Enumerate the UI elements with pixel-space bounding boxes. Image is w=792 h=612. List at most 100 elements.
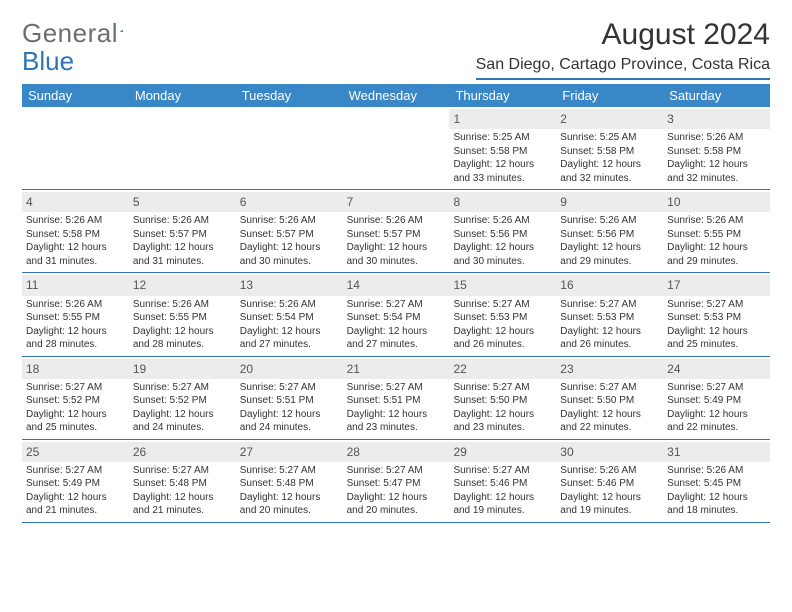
day-number: 21 (343, 359, 450, 379)
day-number: 28 (343, 442, 450, 462)
day-number: 3 (663, 109, 770, 129)
day-number: 13 (236, 275, 343, 295)
day-info: Sunrise: 5:26 AMSunset: 5:58 PMDaylight:… (667, 131, 766, 185)
day-info: Sunrise: 5:26 AMSunset: 5:55 PMDaylight:… (667, 214, 766, 268)
day-info: Sunrise: 5:27 AMSunset: 5:48 PMDaylight:… (133, 464, 232, 518)
day-cell: 22Sunrise: 5:27 AMSunset: 5:50 PMDayligh… (449, 357, 556, 439)
day-number: 6 (236, 192, 343, 212)
day-cell: 6Sunrise: 5:26 AMSunset: 5:57 PMDaylight… (236, 190, 343, 272)
day-info: Sunrise: 5:27 AMSunset: 5:51 PMDaylight:… (240, 381, 339, 435)
day-cell: 31Sunrise: 5:26 AMSunset: 5:45 PMDayligh… (663, 440, 770, 522)
day-number: 25 (22, 442, 129, 462)
day-number: 14 (343, 275, 450, 295)
day-info: Sunrise: 5:26 AMSunset: 5:57 PMDaylight:… (347, 214, 446, 268)
day-number: 26 (129, 442, 236, 462)
day-info: Sunrise: 5:27 AMSunset: 5:53 PMDaylight:… (560, 298, 659, 352)
day-number: 9 (556, 192, 663, 212)
day-cell: 29Sunrise: 5:27 AMSunset: 5:46 PMDayligh… (449, 440, 556, 522)
day-info: Sunrise: 5:26 AMSunset: 5:55 PMDaylight:… (26, 298, 125, 352)
day-number: 23 (556, 359, 663, 379)
calendar-grid: SundayMondayTuesdayWednesdayThursdayFrid… (22, 84, 770, 523)
day-cell: 20Sunrise: 5:27 AMSunset: 5:51 PMDayligh… (236, 357, 343, 439)
day-number: 8 (449, 192, 556, 212)
day-number: 2 (556, 109, 663, 129)
day-number: 30 (556, 442, 663, 462)
day-number: 11 (22, 275, 129, 295)
week-row: 1Sunrise: 5:25 AMSunset: 5:58 PMDaylight… (22, 107, 770, 190)
dow-cell: Sunday (22, 84, 129, 107)
day-cell: 1Sunrise: 5:25 AMSunset: 5:58 PMDaylight… (449, 107, 556, 189)
day-info: Sunrise: 5:27 AMSunset: 5:52 PMDaylight:… (26, 381, 125, 435)
day-cell: 25Sunrise: 5:27 AMSunset: 5:49 PMDayligh… (22, 440, 129, 522)
day-cell: 3Sunrise: 5:26 AMSunset: 5:58 PMDaylight… (663, 107, 770, 189)
day-number: 22 (449, 359, 556, 379)
day-cell: 30Sunrise: 5:26 AMSunset: 5:46 PMDayligh… (556, 440, 663, 522)
brand-name-2: Blue (22, 46, 74, 77)
day-cell: 10Sunrise: 5:26 AMSunset: 5:55 PMDayligh… (663, 190, 770, 272)
day-cell: 21Sunrise: 5:27 AMSunset: 5:51 PMDayligh… (343, 357, 450, 439)
day-number: 29 (449, 442, 556, 462)
dow-cell: Friday (556, 84, 663, 107)
day-info: Sunrise: 5:26 AMSunset: 5:57 PMDaylight:… (240, 214, 339, 268)
day-info: Sunrise: 5:27 AMSunset: 5:47 PMDaylight:… (347, 464, 446, 518)
day-number: 10 (663, 192, 770, 212)
dow-cell: Tuesday (236, 84, 343, 107)
day-number: 12 (129, 275, 236, 295)
day-cell: 15 Sunrise: 5:27 AMSunset: 5:53 PMDayligh… (449, 273, 556, 355)
day-cell: 19Sunrise: 5:27 AMSunset: 5:52 PMDayligh… (129, 357, 236, 439)
day-cell: 9Sunrise: 5:26 AMSunset: 5:56 PMDaylight… (556, 190, 663, 272)
title-block: August 2024 San Diego, Cartago Province,… (476, 18, 770, 80)
day-number: 18 (22, 359, 129, 379)
day-info: Sunrise: 5:26 AMSunset: 5:56 PMDaylight:… (453, 214, 552, 268)
day-cell: 14 Sunrise: 5:27 AMSunset: 5:54 PMDayligh… (343, 273, 450, 355)
page-title: August 2024 (476, 18, 770, 52)
day-number: 16 (556, 275, 663, 295)
day-info: Sunrise: 5:27 AMSunset: 5:53 PMDaylight:… (453, 298, 552, 352)
day-info: Sunrise: 5:26 AMSunset: 5:55 PMDaylight:… (133, 298, 232, 352)
week-row: 11Sunrise: 5:26 AMSunset: 5:55 PMDayligh… (22, 273, 770, 356)
week-row: 25Sunrise: 5:27 AMSunset: 5:49 PMDayligh… (22, 440, 770, 523)
day-cell: 18Sunrise: 5:27 AMSunset: 5:52 PMDayligh… (22, 357, 129, 439)
day-number: 24 (663, 359, 770, 379)
day-info: Sunrise: 5:27 AMSunset: 5:49 PMDaylight:… (667, 381, 766, 435)
day-info: Sunrise: 5:25 AMSunset: 5:58 PMDaylight:… (453, 131, 552, 185)
day-cell: 16 Sunrise: 5:27 AMSunset: 5:53 PMDayligh… (556, 273, 663, 355)
brand-name-1: General (22, 18, 118, 49)
dow-cell: Monday (129, 84, 236, 107)
day-info: Sunrise: 5:27 AMSunset: 5:50 PMDaylight:… (560, 381, 659, 435)
day-info: Sunrise: 5:27 AMSunset: 5:46 PMDaylight:… (453, 464, 552, 518)
day-number: 1 (449, 109, 556, 129)
dow-cell: Thursday (449, 84, 556, 107)
day-cell: 7Sunrise: 5:26 AMSunset: 5:57 PMDaylight… (343, 190, 450, 272)
day-info: Sunrise: 5:27 AMSunset: 5:54 PMDaylight:… (347, 298, 446, 352)
day-info: Sunrise: 5:27 AMSunset: 5:50 PMDaylight:… (453, 381, 552, 435)
day-number: 20 (236, 359, 343, 379)
day-info: Sunrise: 5:26 AMSunset: 5:46 PMDaylight:… (560, 464, 659, 518)
day-cell: 5Sunrise: 5:26 AMSunset: 5:57 PMDaylight… (129, 190, 236, 272)
day-cell: 4Sunrise: 5:26 AMSunset: 5:58 PMDaylight… (22, 190, 129, 272)
page-header: General August 2024 San Diego, Cartago P… (22, 18, 770, 80)
day-cell: 24Sunrise: 5:27 AMSunset: 5:49 PMDayligh… (663, 357, 770, 439)
day-number: 15 (449, 275, 556, 295)
day-info: Sunrise: 5:26 AMSunset: 5:58 PMDaylight:… (26, 214, 125, 268)
day-cell: 12 Sunrise: 5:26 AMSunset: 5:55 PMDayligh… (129, 273, 236, 355)
day-cell (22, 107, 129, 189)
day-number: 27 (236, 442, 343, 462)
dow-cell: Saturday (663, 84, 770, 107)
day-info: Sunrise: 5:26 AMSunset: 5:54 PMDaylight:… (240, 298, 339, 352)
day-number: 19 (129, 359, 236, 379)
day-cell (129, 107, 236, 189)
dow-cell: Wednesday (343, 84, 450, 107)
weeks-container: 1Sunrise: 5:25 AMSunset: 5:58 PMDaylight… (22, 107, 770, 523)
dow-header-row: SundayMondayTuesdayWednesdayThursdayFrid… (22, 84, 770, 107)
day-number: 31 (663, 442, 770, 462)
day-info: Sunrise: 5:25 AMSunset: 5:58 PMDaylight:… (560, 131, 659, 185)
week-row: 4Sunrise: 5:26 AMSunset: 5:58 PMDaylight… (22, 190, 770, 273)
location-label: San Diego, Cartago Province, Costa Rica (476, 56, 770, 80)
day-cell: 28Sunrise: 5:27 AMSunset: 5:47 PMDayligh… (343, 440, 450, 522)
brand-triangle-icon (120, 22, 123, 40)
day-number: 17 (663, 275, 770, 295)
day-cell: 8Sunrise: 5:26 AMSunset: 5:56 PMDaylight… (449, 190, 556, 272)
brand-logo: General (22, 18, 142, 49)
day-number: 4 (22, 192, 129, 212)
